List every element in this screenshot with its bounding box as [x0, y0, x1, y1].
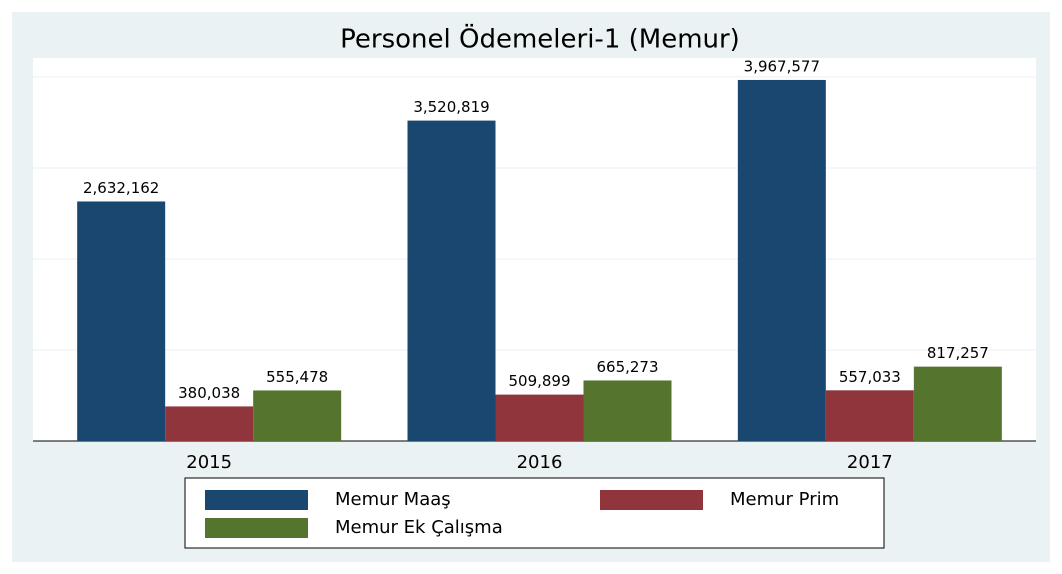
- bar: [77, 201, 166, 441]
- bar: [913, 366, 1002, 441]
- data-label: 2,632,162: [83, 179, 159, 197]
- x-tick-label: 2015: [186, 452, 232, 473]
- bar: [165, 406, 254, 441]
- legend-label: Memur Prim: [730, 489, 839, 510]
- legend-label: Memur Ek Çalışma: [335, 517, 503, 538]
- data-label: 3,520,819: [413, 98, 489, 116]
- data-label: 509,899: [508, 372, 570, 390]
- bar: [495, 394, 584, 441]
- legend-swatch: [600, 490, 703, 510]
- data-label: 557,033: [839, 368, 901, 386]
- legend-swatch: [205, 518, 308, 538]
- legend-label: Memur Maaş: [335, 489, 451, 510]
- bar: [825, 390, 914, 441]
- x-tick-label: 2017: [847, 452, 893, 473]
- data-label: 380,038: [178, 384, 240, 402]
- bar: [253, 390, 342, 441]
- chart-title: Personel Ödemeleri-1 (Memur): [340, 23, 740, 55]
- plot-region: [33, 58, 1036, 441]
- legend-swatch: [205, 490, 308, 510]
- data-label: 817,257: [927, 344, 989, 362]
- bar: [737, 79, 826, 441]
- bar: [407, 120, 496, 441]
- data-label: 3,967,577: [744, 57, 820, 75]
- data-label: 555,478: [266, 368, 328, 386]
- bar: [583, 380, 672, 441]
- data-label: 665,273: [596, 358, 658, 376]
- x-tick-label: 2016: [517, 452, 563, 473]
